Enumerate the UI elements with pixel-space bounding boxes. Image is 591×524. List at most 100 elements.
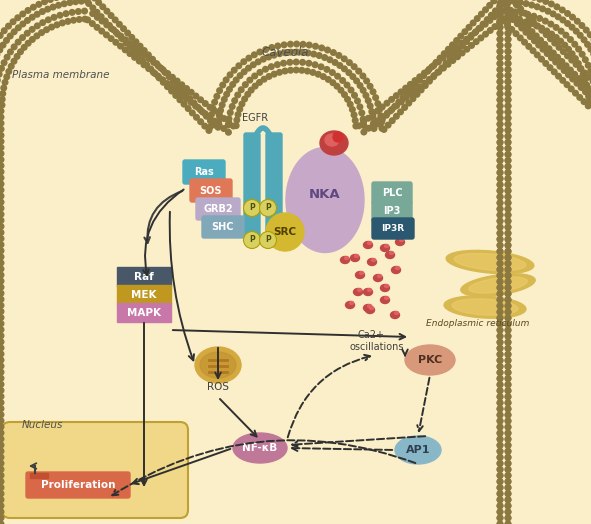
Circle shape	[497, 127, 503, 133]
Ellipse shape	[363, 289, 372, 296]
Circle shape	[497, 248, 503, 254]
Circle shape	[505, 315, 511, 321]
Circle shape	[306, 60, 311, 66]
Circle shape	[514, 2, 519, 7]
Circle shape	[450, 58, 456, 63]
Circle shape	[220, 82, 226, 88]
Circle shape	[497, 376, 503, 381]
Circle shape	[122, 47, 128, 52]
Circle shape	[497, 37, 503, 42]
Circle shape	[173, 93, 178, 98]
Circle shape	[559, 59, 564, 64]
Circle shape	[6, 69, 12, 74]
Circle shape	[569, 57, 574, 63]
Circle shape	[497, 13, 503, 18]
Circle shape	[0, 163, 4, 169]
Ellipse shape	[200, 352, 236, 378]
Circle shape	[385, 111, 390, 116]
Circle shape	[0, 406, 4, 411]
FancyBboxPatch shape	[2, 422, 188, 518]
Circle shape	[210, 105, 216, 111]
Circle shape	[505, 406, 511, 412]
Circle shape	[505, 297, 511, 302]
Circle shape	[497, 485, 503, 490]
Circle shape	[497, 170, 503, 176]
Bar	[30, 473, 48, 478]
Circle shape	[497, 285, 503, 290]
Circle shape	[394, 114, 399, 119]
Circle shape	[505, 388, 511, 394]
Circle shape	[497, 370, 503, 375]
Ellipse shape	[389, 252, 394, 255]
Circle shape	[346, 70, 352, 75]
Circle shape	[196, 105, 201, 110]
Circle shape	[497, 122, 503, 127]
Circle shape	[0, 333, 4, 339]
Circle shape	[0, 187, 4, 193]
Circle shape	[505, 521, 511, 524]
Circle shape	[24, 30, 30, 36]
Circle shape	[505, 67, 511, 72]
Circle shape	[577, 66, 583, 71]
Circle shape	[497, 85, 503, 91]
Ellipse shape	[350, 255, 359, 261]
Circle shape	[505, 449, 511, 454]
Circle shape	[497, 236, 503, 242]
Circle shape	[76, 17, 82, 22]
Circle shape	[553, 25, 559, 30]
Circle shape	[505, 352, 511, 357]
Circle shape	[188, 100, 194, 105]
Circle shape	[505, 231, 511, 236]
Circle shape	[497, 521, 503, 524]
Circle shape	[548, 21, 554, 27]
Circle shape	[288, 49, 294, 55]
Circle shape	[25, 40, 31, 46]
Circle shape	[505, 212, 511, 218]
Circle shape	[497, 442, 503, 448]
Circle shape	[429, 64, 434, 70]
Circle shape	[497, 454, 503, 460]
Circle shape	[497, 503, 503, 509]
Ellipse shape	[381, 285, 389, 291]
Circle shape	[561, 68, 567, 73]
Circle shape	[505, 30, 511, 36]
Circle shape	[497, 497, 503, 503]
Circle shape	[0, 503, 4, 509]
Circle shape	[342, 66, 347, 72]
Circle shape	[370, 114, 376, 120]
Circle shape	[497, 497, 503, 503]
Circle shape	[543, 61, 548, 66]
Circle shape	[365, 115, 371, 121]
Circle shape	[505, 243, 511, 248]
Circle shape	[508, 7, 514, 13]
Circle shape	[522, 10, 528, 16]
Circle shape	[497, 291, 503, 297]
Circle shape	[0, 42, 6, 48]
Circle shape	[277, 51, 282, 57]
Circle shape	[389, 96, 394, 102]
Ellipse shape	[395, 267, 400, 269]
Circle shape	[282, 68, 288, 74]
Circle shape	[497, 4, 502, 9]
Circle shape	[375, 101, 381, 106]
Circle shape	[501, 18, 506, 24]
Circle shape	[505, 473, 511, 478]
Circle shape	[497, 0, 503, 6]
Circle shape	[544, 28, 550, 34]
Circle shape	[0, 126, 4, 132]
Circle shape	[505, 352, 511, 357]
Polygon shape	[232, 66, 360, 130]
Circle shape	[0, 217, 4, 223]
Circle shape	[505, 345, 511, 351]
Circle shape	[248, 88, 254, 93]
Circle shape	[497, 248, 503, 254]
Circle shape	[539, 27, 545, 33]
Circle shape	[512, 17, 517, 23]
Circle shape	[505, 49, 511, 54]
Circle shape	[0, 430, 4, 436]
Circle shape	[71, 17, 76, 23]
Circle shape	[0, 199, 4, 205]
Ellipse shape	[320, 131, 348, 155]
Circle shape	[252, 83, 258, 89]
Circle shape	[394, 103, 400, 108]
